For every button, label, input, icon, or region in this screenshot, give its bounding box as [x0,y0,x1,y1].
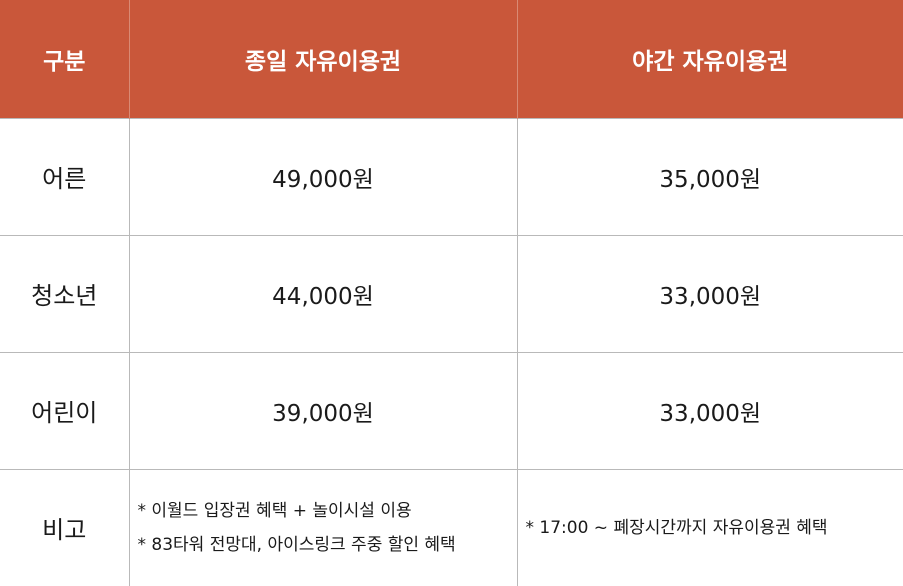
table-row: 청소년 44,000원 33,000원 [0,234,903,353]
header-night-pass: 야간 자유이용권 [517,0,903,118]
row-category-child: 어린이 [0,351,130,470]
price-full-day-child: 39,000원 [128,351,518,470]
notes-full-day: * 이월드 입장권 혜택 + 놀이시설 이용 * 83타워 전망대, 아이스링크… [128,468,518,586]
price-night-adult: 35,000원 [516,117,903,236]
notes-night: * 17:00 ~ 폐장시간까지 자유이용권 혜택 [516,468,903,586]
table-header: 구분 종일 자유이용권 야간 자유이용권 [0,0,903,118]
price-full-day-youth: 44,000원 [128,234,518,353]
row-category-notes: 비고 [0,468,130,586]
row-category-adult: 어른 [0,117,130,236]
row-category-youth: 청소년 [0,234,130,353]
note-full-day-line: * 이월드 입장권 혜택 + 놀이시설 이용 [137,500,412,521]
header-full-day-pass: 종일 자유이용권 [129,0,518,118]
table-row: 어린이 39,000원 33,000원 [0,351,903,470]
notes-row: 비고 * 이월드 입장권 혜택 + 놀이시설 이용 * 83타워 전망대, 아이… [0,468,903,586]
table-row: 어른 49,000원 35,000원 [0,117,903,236]
note-full-day-line: * 83타워 전망대, 아이스링크 주중 할인 혜택 [137,534,456,555]
header-row: 구분 종일 자유이용권 야간 자유이용권 [0,0,903,118]
price-night-child: 33,000원 [516,351,903,470]
note-night-line: * 17:00 ~ 폐장시간까지 자유이용권 혜택 [525,517,828,538]
table-body: 어른 49,000원 35,000원 청소년 44,000원 33,000원 어… [0,117,903,586]
price-night-youth: 33,000원 [516,234,903,353]
header-category: 구분 [0,0,130,118]
price-full-day-adult: 49,000원 [128,117,518,236]
